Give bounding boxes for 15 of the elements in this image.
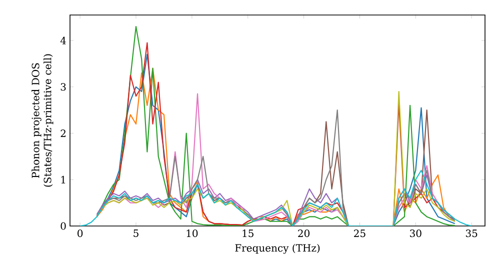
x-tick-label: 35 [466, 230, 478, 238]
y-tick-label: 1 [61, 176, 66, 184]
x-tick-label: 20 [298, 230, 310, 238]
x-tick-label: 30 [410, 230, 422, 238]
x-tick-label: 5 [134, 230, 138, 237]
x-tick-label: 10 [186, 230, 198, 238]
x-tick-label: 0 [78, 230, 83, 238]
y-axis-title: Phonon projected DOS (States/THz·primitive cell) [32, 54, 54, 187]
x-axis-title: Frequency (THz) [235, 244, 320, 254]
y-tick-label: 0 [60, 222, 66, 230]
y-tick-label: 2 [60, 130, 66, 137]
x-tick-label: 15 [242, 230, 254, 238]
y-tick-label: 4 [60, 36, 66, 44]
y-tick-label: 3 [60, 83, 66, 91]
x-tick-label: 25 [354, 230, 366, 238]
